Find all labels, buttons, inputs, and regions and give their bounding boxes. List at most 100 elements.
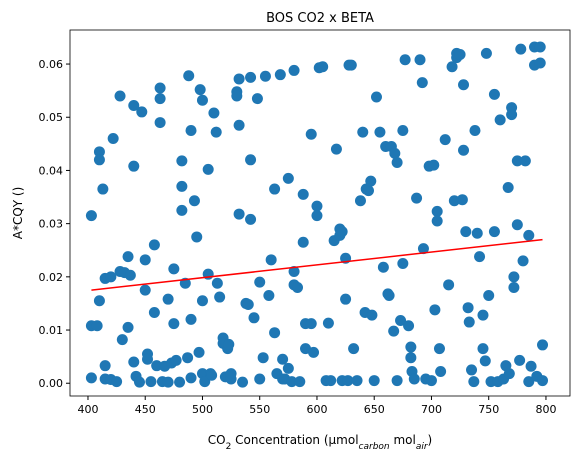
scatter-point	[416, 77, 428, 89]
scatter-point	[154, 93, 166, 105]
scatter-point	[288, 266, 300, 278]
scatter-point	[523, 229, 535, 241]
scatter-point	[182, 352, 194, 364]
scatter-point	[391, 375, 403, 387]
scatter-point	[456, 194, 468, 206]
scatter-point	[297, 236, 309, 248]
scatter-point	[111, 376, 123, 388]
scatter-point	[294, 376, 306, 388]
x-tick-label: 700	[421, 403, 442, 416]
trend-line	[91, 238, 543, 291]
scatter-point	[366, 309, 378, 321]
scatter-point	[208, 107, 220, 119]
scatter-point	[428, 159, 440, 171]
scatter-point	[322, 317, 334, 329]
scatter-point	[403, 320, 415, 332]
scatter-point	[274, 69, 286, 81]
scatter-point	[389, 147, 401, 159]
scatter-point	[202, 163, 214, 175]
scatter-point	[211, 277, 223, 289]
scatter-point	[439, 134, 451, 146]
scatter-point	[128, 356, 140, 368]
scatter-point	[448, 195, 460, 207]
y-axis-label: A*CQY ()	[11, 187, 25, 240]
scatter-point	[362, 185, 374, 197]
scatter-point	[525, 360, 537, 372]
scatter-point	[479, 355, 491, 367]
y-tick-label: 0.05	[39, 111, 64, 124]
scatter-point	[408, 373, 420, 385]
scatter-point	[196, 295, 208, 307]
scatter-point	[429, 304, 441, 316]
scatter-point	[168, 263, 180, 275]
scatter-point	[463, 316, 475, 328]
x-axis-label-part: carbon	[359, 442, 390, 452]
scatter-point	[263, 289, 275, 301]
y-tick-label: 0.03	[39, 218, 64, 231]
scatter-point	[435, 366, 447, 378]
scatter-point	[154, 117, 166, 129]
scatter-point	[282, 172, 294, 184]
y-tick-label: 0.01	[39, 324, 64, 337]
scatter-point	[148, 239, 160, 251]
scatter-point	[503, 368, 515, 380]
scatter-point	[471, 227, 483, 239]
scatter-point	[411, 192, 423, 204]
scatter-point	[348, 343, 360, 355]
scatter-point	[105, 271, 117, 283]
scatter-point	[405, 341, 417, 353]
scatter-point	[515, 43, 527, 55]
scatter-point	[254, 276, 266, 288]
scatter-point	[162, 293, 174, 305]
x-tick-label: 600	[306, 403, 327, 416]
x-tick-label: 650	[364, 403, 385, 416]
x-tick-label: 750	[478, 403, 499, 416]
scatter-point	[523, 376, 535, 388]
scatter-point	[325, 375, 337, 387]
scatter-point	[237, 376, 249, 388]
scatter-point	[223, 338, 235, 350]
scatter-point	[116, 334, 128, 346]
scatter-point	[397, 258, 409, 270]
x-tick-label: 550	[249, 403, 270, 416]
scatter-point	[242, 299, 254, 310]
scatter-point	[342, 375, 354, 387]
x-axis-label-part: mol	[390, 433, 416, 447]
scatter-point	[233, 208, 245, 220]
scatter-point	[365, 175, 377, 187]
scatter-point	[517, 255, 529, 267]
scatter-point	[477, 343, 489, 355]
scatter-point	[534, 57, 546, 69]
scatter-point	[193, 346, 205, 358]
scatter-point	[93, 295, 105, 307]
scatter-point	[210, 126, 222, 138]
scatter-point	[245, 154, 257, 166]
scatter-point	[176, 180, 188, 192]
scatter-point	[414, 54, 426, 66]
scatter-point	[368, 375, 380, 387]
scatter-point	[128, 160, 140, 172]
scatter-point	[345, 59, 357, 71]
scatter-point	[537, 339, 549, 351]
x-axis-label-part: )	[428, 433, 433, 447]
scatter-point	[288, 64, 300, 76]
scatter-point	[508, 271, 520, 283]
y-tick-label: 0.00	[39, 377, 64, 390]
scatter-point	[142, 353, 154, 365]
scatter-point	[488, 226, 500, 238]
scatter-point	[443, 279, 455, 291]
scatter-point	[97, 183, 109, 195]
scatter-point	[308, 346, 320, 358]
scatter-point	[405, 352, 417, 364]
scatter-point	[148, 306, 160, 318]
scatter-point	[206, 369, 218, 381]
scatter-point	[265, 254, 277, 266]
scatter-point	[292, 281, 304, 293]
scatter-point	[431, 215, 443, 227]
scatter-point	[431, 205, 443, 217]
scatter-point	[248, 312, 260, 324]
scatter-point	[277, 353, 289, 365]
scatter-point	[286, 376, 298, 388]
scatter-point	[185, 372, 197, 384]
